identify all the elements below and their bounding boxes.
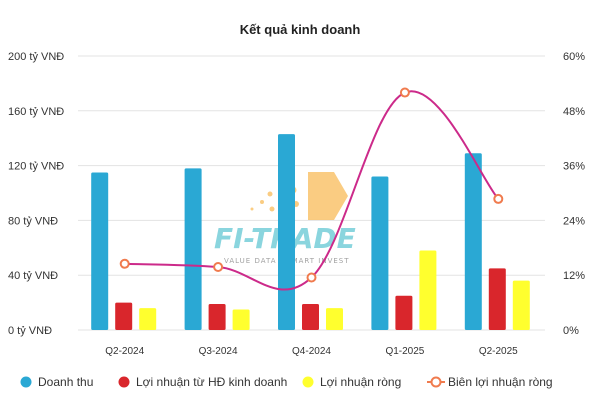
y-right-tick-label: 12% — [563, 270, 585, 282]
bar-doanh-thu-Q3-2024 — [184, 168, 202, 330]
y-left-tick-label: 200 tỷ VNĐ — [8, 51, 64, 63]
bar-doanh-thu-Q4-2024 — [278, 134, 295, 330]
y-left-tick-label: 80 tỷ VNĐ — [8, 215, 58, 227]
margin-point-Q2-2024 — [119, 258, 130, 269]
margin-point-Q3-2024 — [213, 261, 224, 272]
x-tick-label: Q3-2024 — [199, 346, 238, 357]
legend-label: Lợi nhuận từ HĐ kinh doanh — [136, 375, 287, 389]
bar-l-i-nhu-n-t-h-kinh-doanh-Q2-2024 — [115, 302, 133, 330]
bar-l-i-nhu-n-t-h-kinh-doanh-Q2-2025 — [488, 268, 506, 330]
margin-point-Q2-2025 — [493, 193, 504, 204]
bar-l-i-nhu-n-r-ng-Q1-2025 — [419, 250, 437, 330]
margin-line — [124, 90, 500, 291]
axes-layer: 0 tỷ VNĐ 40 tỷ VNĐ 80 tỷ VNĐ 120 tỷ VNĐ 160 … — [8, 51, 585, 357]
bars-layer — [91, 134, 530, 330]
bar-doanh-thu-Q2-2025 — [464, 153, 482, 330]
x-tick-label: Q4-2024 — [292, 346, 331, 357]
line-layer — [119, 87, 504, 291]
bar-l-i-nhu-n-t-h-kinh-doanh-Q1-2025 — [395, 295, 413, 330]
y-left-tick-label: 0 tỷ VNĐ — [8, 325, 52, 337]
bar-l-i-nhu-n-r-ng-Q2-2025 — [512, 280, 530, 330]
margin-point-Q4-2024 — [306, 272, 317, 283]
chart-title: Kết quả kinh doanh — [240, 22, 361, 37]
bar-l-i-nhu-n-r-ng-Q2-2024 — [139, 308, 157, 330]
margin-point-Q1-2025 — [399, 87, 410, 98]
y-right-tick-label: 0% — [563, 325, 579, 337]
bar-l-i-nhu-n-r-ng-Q3-2024 — [232, 309, 250, 330]
legend-label: Lợi nhuận ròng — [320, 375, 401, 389]
y-left-tick-label: 40 tỷ VNĐ — [8, 270, 58, 282]
legend-marker — [118, 376, 130, 388]
y-right-tick-label: 36% — [563, 161, 585, 173]
bar-doanh-thu-Q1-2025 — [371, 176, 389, 330]
legend: Doanh thu Lợi nhuận từ HĐ kinh doanh Lợi n… — [20, 375, 553, 389]
legend-label: Doanh thu — [38, 375, 93, 389]
y-left-tick-label: 120 tỷ VNĐ — [8, 161, 64, 173]
bar-l-i-nhu-n-r-ng-Q4-2024 — [326, 308, 343, 330]
legend-marker — [430, 376, 442, 388]
y-right-tick-label: 60% — [563, 51, 585, 63]
bar-l-i-nhu-n-t-h-kinh-doanh-Q4-2024 — [302, 303, 319, 330]
bar-l-i-nhu-n-t-h-kinh-doanh-Q3-2024 — [208, 303, 226, 330]
legend-marker — [20, 376, 32, 388]
x-tick-label: Q2-2025 — [479, 346, 518, 357]
x-tick-label: Q1-2025 — [385, 346, 424, 357]
y-left-tick-label: 160 tỷ VNĐ — [8, 106, 64, 118]
y-right-tick-label: 24% — [563, 215, 585, 227]
y-right-tick-label: 48% — [563, 106, 585, 118]
x-tick-label: Q2-2024 — [105, 346, 144, 357]
bar-doanh-thu-Q2-2024 — [91, 172, 109, 330]
legend-marker — [302, 376, 314, 388]
legend-label: Biên lợi nhuận ròng — [448, 375, 553, 389]
